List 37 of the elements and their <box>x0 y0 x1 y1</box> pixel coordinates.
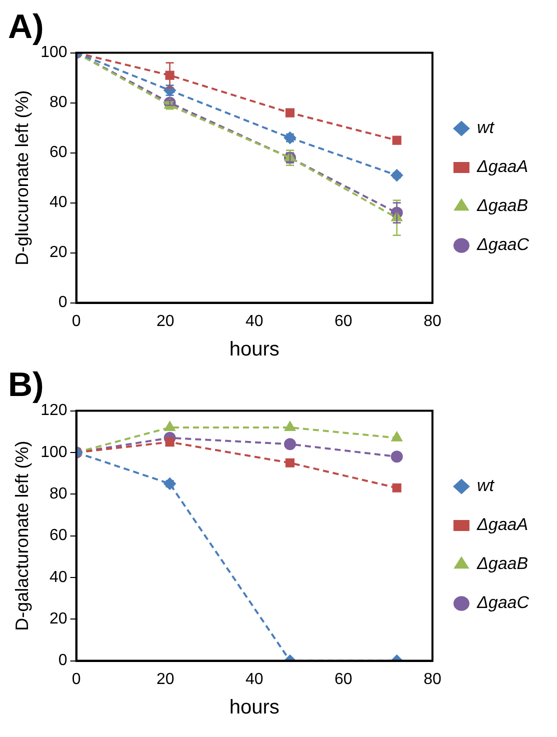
chart-title: A) <box>8 8 44 46</box>
y-tick-label: 100 <box>40 44 68 62</box>
x-tick-label: 80 <box>424 312 442 330</box>
y-tick-label: 0 <box>58 652 68 670</box>
x-tick-label: 40 <box>245 312 264 330</box>
x-axis-title: hours <box>229 696 280 719</box>
y-tick-label: 80 <box>50 486 68 503</box>
y-tick-label: 100 <box>40 444 68 461</box>
y-tick-label: 120 <box>40 402 68 420</box>
x-tick-label: 60 <box>334 312 352 330</box>
chart-title: B) <box>8 366 44 404</box>
x-tick-label: 0 <box>72 312 81 330</box>
legend-label: wt <box>476 118 496 138</box>
x-tick-label: 0 <box>72 670 81 688</box>
x-tick-label: 20 <box>156 670 174 688</box>
legend-label: ΔgaaC <box>476 235 530 254</box>
y-tick-label: 40 <box>50 194 68 212</box>
y-tick-label: 60 <box>50 527 68 544</box>
y-tick-label: 60 <box>50 144 68 162</box>
legend-label: ΔgaaA <box>476 157 528 176</box>
legend-label: ΔgaaC <box>476 593 530 612</box>
y-tick-label: 80 <box>50 94 68 112</box>
x-axis-title: hours <box>229 338 280 361</box>
y-tick-label: 20 <box>50 244 68 262</box>
x-tick-label: 80 <box>424 670 442 688</box>
y-tick-label: 20 <box>50 610 68 628</box>
x-tick-label: 20 <box>156 312 174 330</box>
x-tick-label: 40 <box>245 670 264 688</box>
legend-label: ΔgaaA <box>476 515 528 534</box>
legend-label: ΔgaaB <box>476 554 528 574</box>
legend-label: ΔgaaB <box>476 196 528 216</box>
y-tick-label: 40 <box>50 568 68 586</box>
y-tick-label: 0 <box>58 294 68 312</box>
y-axis-title: D-galacturonate left (%) <box>12 440 32 631</box>
x-tick-label: 60 <box>334 670 352 688</box>
y-axis-title: D-glucuronate left (%) <box>12 90 32 266</box>
legend-label: wt <box>476 476 496 496</box>
